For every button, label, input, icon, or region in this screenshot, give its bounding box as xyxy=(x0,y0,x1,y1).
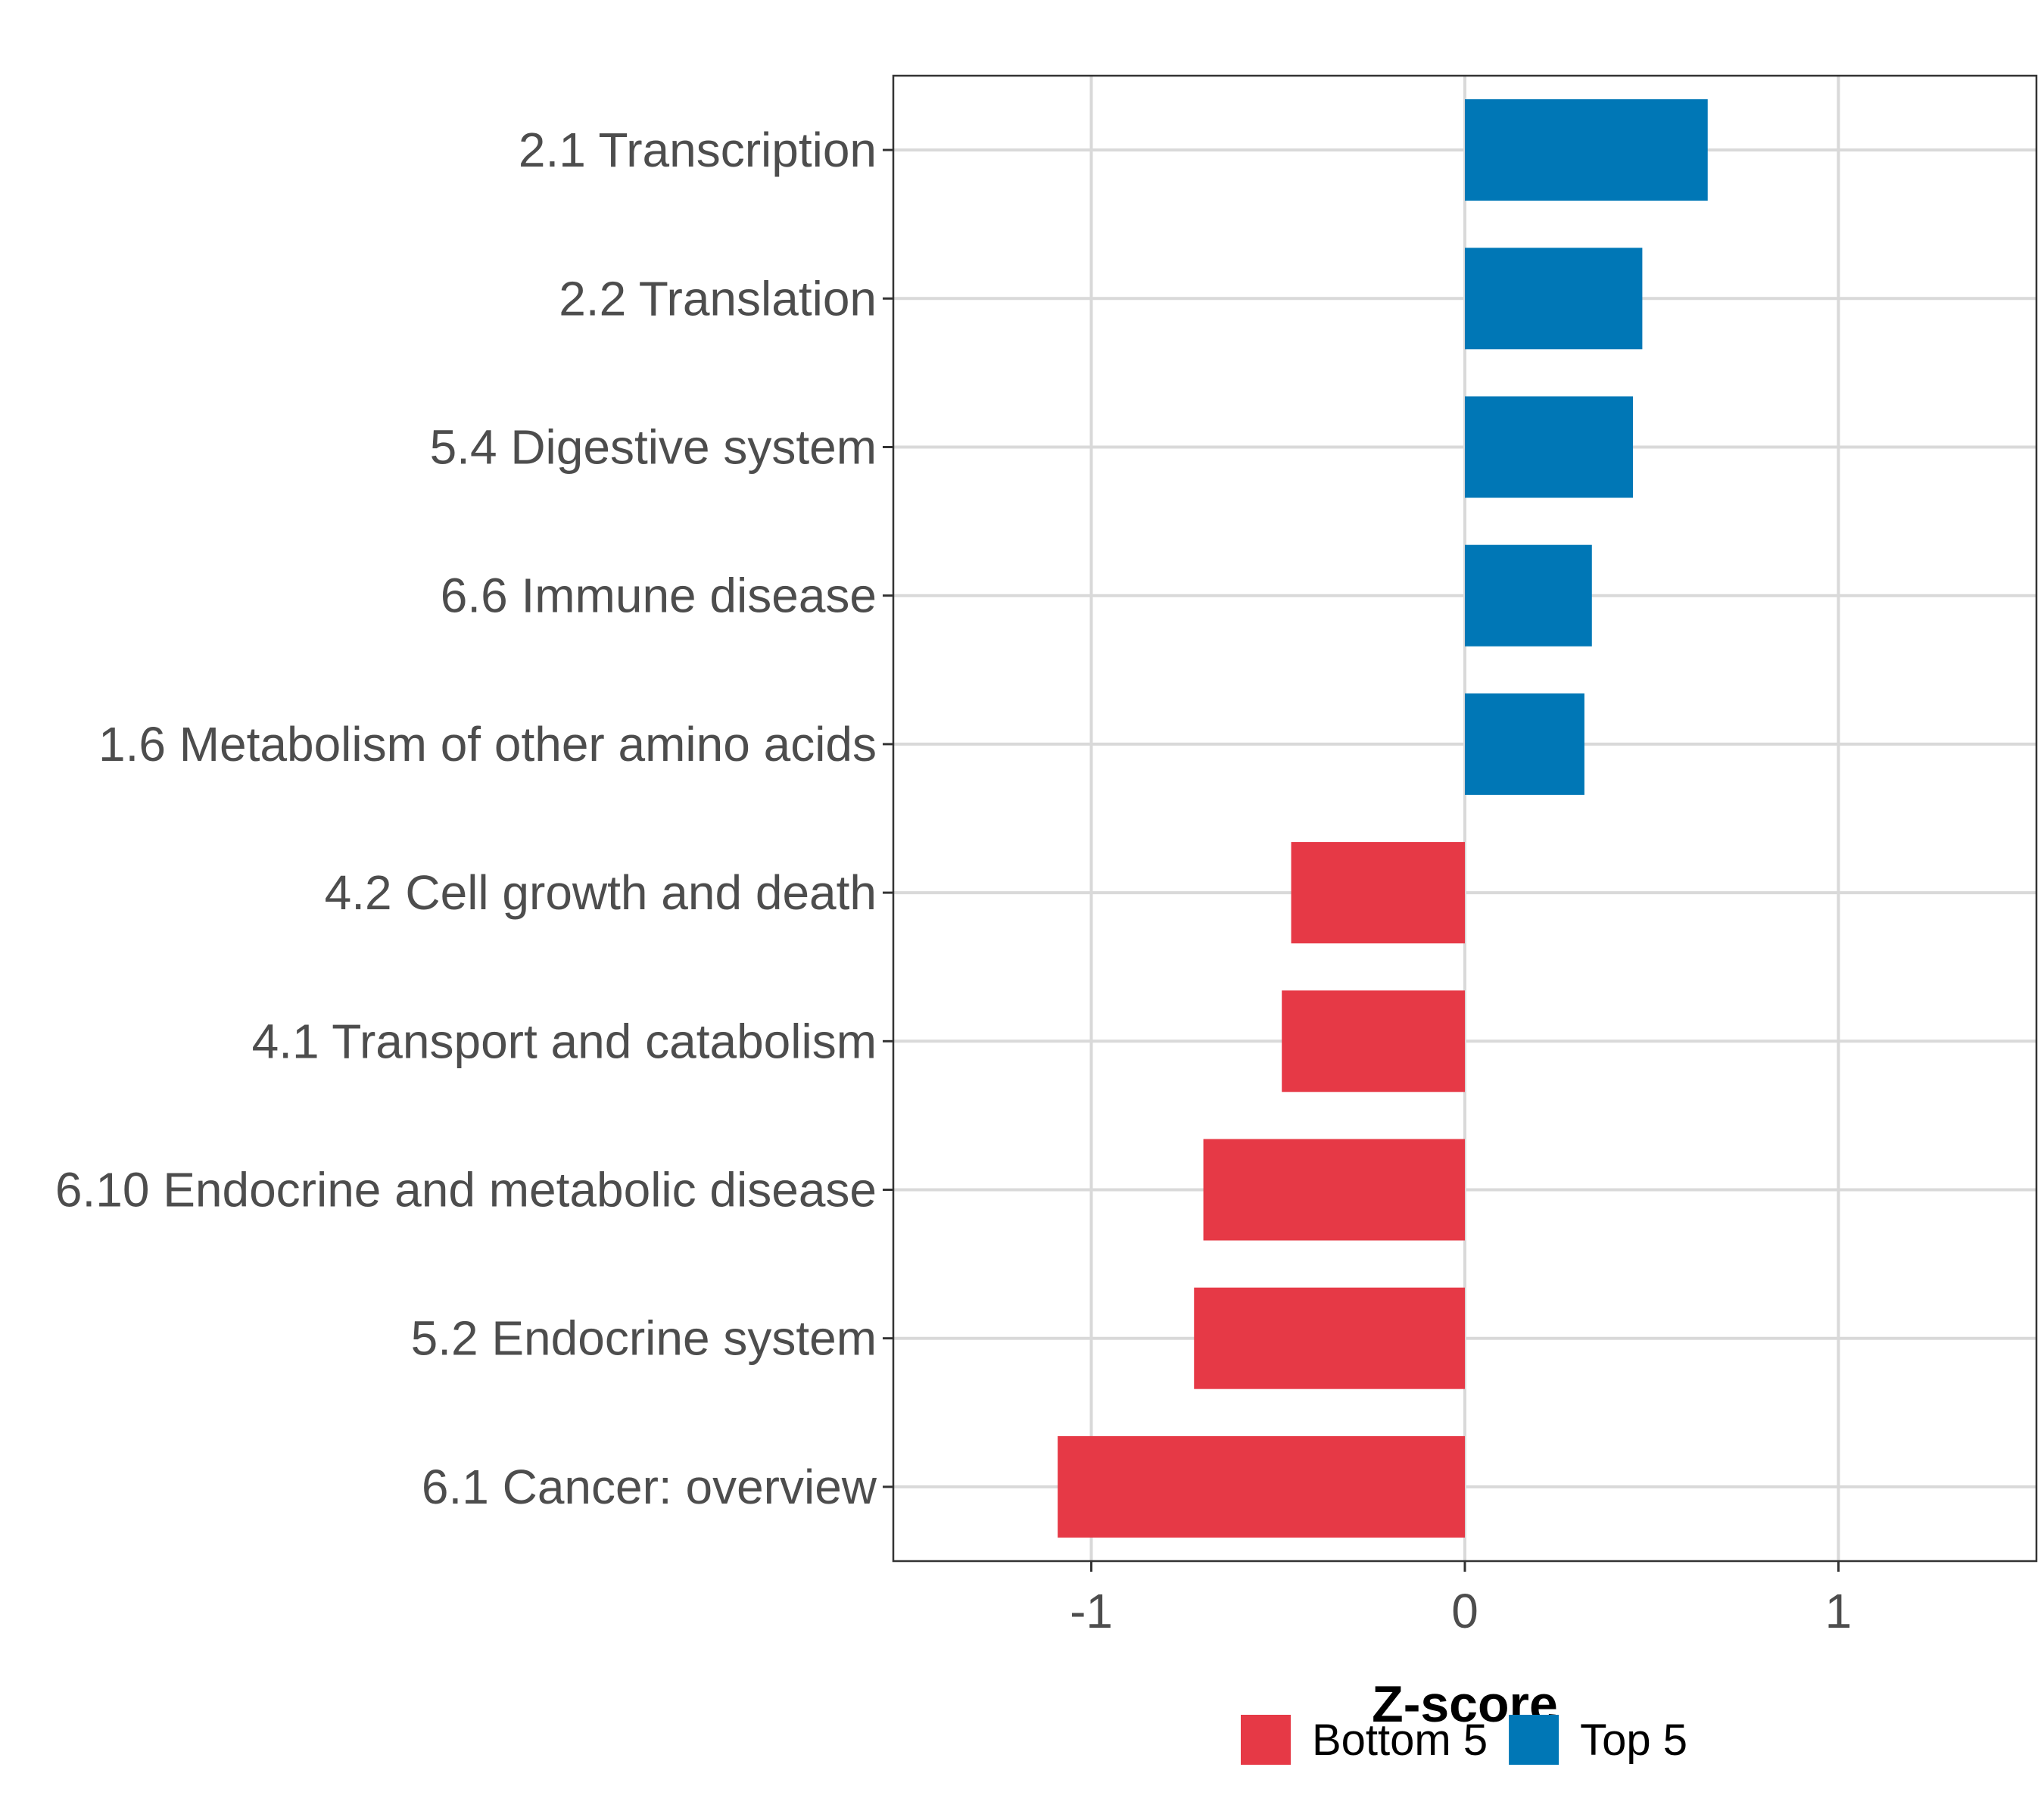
bar xyxy=(1194,1287,1465,1389)
bar xyxy=(1465,693,1584,795)
y-tick-label: 1.6 Metabolism of other amino acids xyxy=(98,717,877,771)
bar xyxy=(1465,396,1634,498)
y-tick-label: 2.1 Transcription xyxy=(519,123,877,177)
y-tick-label: 6.1 Cancer: overview xyxy=(422,1460,877,1514)
x-tick-label: 0 xyxy=(1451,1584,1478,1638)
bar xyxy=(1465,544,1592,647)
y-tick-label: 5.4 Digestive system xyxy=(430,420,877,475)
legend-label: Top 5 xyxy=(1580,1716,1687,1765)
legend-label: Bottom 5 xyxy=(1312,1716,1488,1765)
y-tick-label: 2.2 Translation xyxy=(559,271,877,326)
legend-key xyxy=(1509,1715,1559,1765)
bar xyxy=(1465,99,1708,201)
y-tick-label: 6.6 Immune disease xyxy=(441,569,877,623)
y-tick-label: 4.1 Transport and catabolism xyxy=(252,1014,877,1068)
x-tick-label: 1 xyxy=(1825,1584,1852,1638)
bar xyxy=(1203,1139,1465,1241)
bar xyxy=(1058,1435,1465,1538)
x-axis: -1 0 1 xyxy=(1070,1561,1852,1638)
legend: Bottom 5 Top 5 xyxy=(1240,1715,1687,1765)
y-tick-label: 5.2 Endocrine system xyxy=(411,1311,877,1366)
y-tick-label: 6.10 Endocrine and metabolic disease xyxy=(55,1163,877,1217)
bar xyxy=(1282,990,1465,1092)
bar xyxy=(1291,842,1465,944)
bars xyxy=(1058,99,1708,1538)
legend-key xyxy=(1240,1715,1291,1765)
bar xyxy=(1465,248,1643,350)
y-tick-label: 4.2 Cell growth and death xyxy=(325,865,877,920)
y-axis: 2.1 Transcription 2.2 Translation 5.4 Dige… xyxy=(55,123,893,1514)
x-tick-label: -1 xyxy=(1070,1584,1113,1638)
